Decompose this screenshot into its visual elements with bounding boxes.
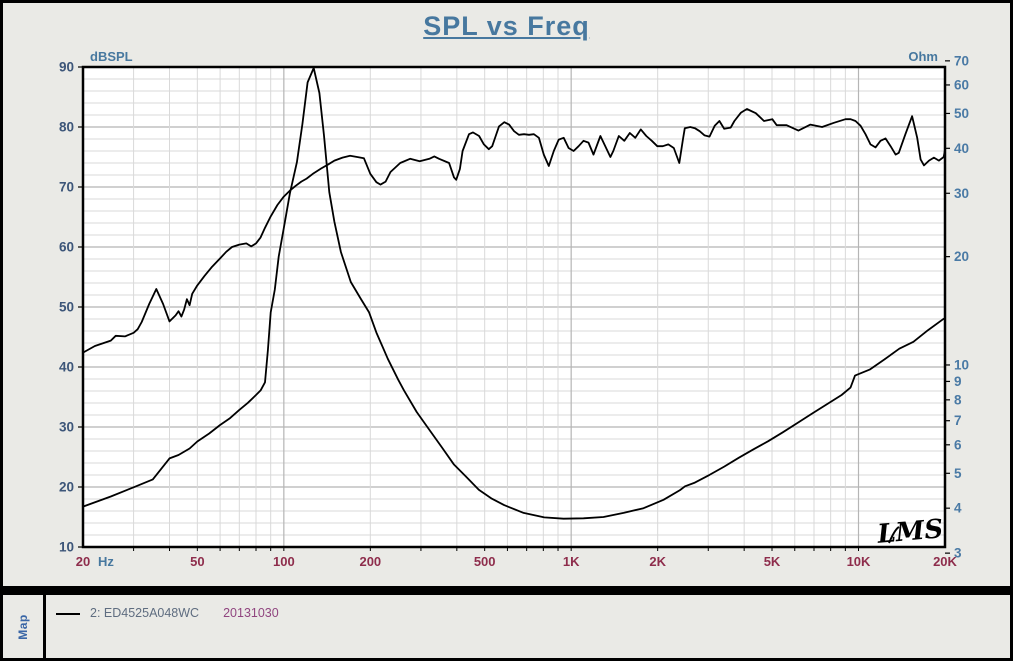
legend-date: 20131030: [223, 606, 279, 620]
legend-curve-label: 2: ED4525A048WC: [90, 606, 200, 620]
spl-impedance-plot: 9080706050403020107060504030201098765432…: [59, 53, 969, 569]
x-axis-tick-label: 100: [273, 554, 295, 569]
left-axis-tick-label: 40: [59, 360, 74, 375]
right-axis-tick-label: 10: [954, 357, 969, 372]
x-axis-tick-label: 2K: [649, 554, 666, 569]
legend-panel: Map 2: ED4525A048WC 20131030: [3, 595, 1010, 658]
x-axis-tick-label: 10K: [847, 554, 871, 569]
x-axis-tick-label: 50: [190, 554, 204, 569]
right-axis-tick-label: 70: [954, 53, 969, 68]
left-axis-tick-label: 70: [59, 180, 74, 195]
x-axis-tick-label: 1K: [563, 554, 580, 569]
legend-body: 2: ED4525A048WC 20131030: [46, 595, 1010, 658]
x-axis-unit-label: Hz: [98, 554, 114, 569]
right-axis-tick-label: 40: [954, 141, 969, 156]
right-axis-tick-label: 60: [954, 77, 969, 92]
right-axis-tick-label: 5: [954, 466, 962, 481]
lms-logo: LMS: [875, 514, 944, 550]
right-axis-tick-label: 50: [954, 106, 969, 121]
left-axis-unit-label: dBSPL: [90, 49, 133, 64]
left-axis-tick-label: 50: [59, 300, 74, 315]
legend-line-swatch: [56, 613, 80, 615]
right-axis-tick-label: 20: [954, 249, 969, 264]
map-button[interactable]: Map: [3, 595, 46, 658]
right-axis-tick-label: 9: [954, 374, 962, 389]
right-axis-tick-label: 30: [954, 186, 969, 201]
separator-bar: [3, 586, 1010, 595]
x-axis-tick-label: 20K: [933, 554, 957, 569]
right-axis-unit-label: Ohm: [908, 49, 938, 64]
plot-border: [81, 65, 947, 549]
right-axis-tick-label: 6: [954, 437, 962, 452]
x-axis-tick-label: 5K: [764, 554, 781, 569]
left-axis-tick-label: 60: [59, 240, 74, 255]
left-axis-tick-label: 30: [59, 420, 74, 435]
spl-curve: [82, 108, 946, 354]
left-axis-tick-label: 80: [59, 120, 74, 135]
chart-title: SPL vs Freq: [423, 11, 590, 41]
left-axis-tick-label: 20: [59, 480, 74, 495]
x-axis-tick-label: 20: [76, 554, 90, 569]
impedance-curve: [82, 67, 946, 520]
right-axis-tick-label: 3: [954, 546, 962, 561]
right-axis-tick-label: 7: [954, 413, 962, 428]
map-button-label: Map: [16, 613, 30, 640]
x-axis-tick-label: 500: [474, 554, 496, 569]
chart-area: SPL vs Freq dBSPL Ohm 90 80 70 60 50 40 30 20 10…: [3, 3, 1010, 586]
left-axis-tick-label: 90: [59, 60, 74, 75]
right-axis-tick-label: 8: [954, 392, 962, 407]
left-axis-tick-label: 10: [59, 540, 74, 555]
right-axis-tick-label: 4: [954, 501, 962, 516]
x-axis-tick-label: 200: [359, 554, 381, 569]
lms-logo-flourish: [888, 526, 900, 544]
